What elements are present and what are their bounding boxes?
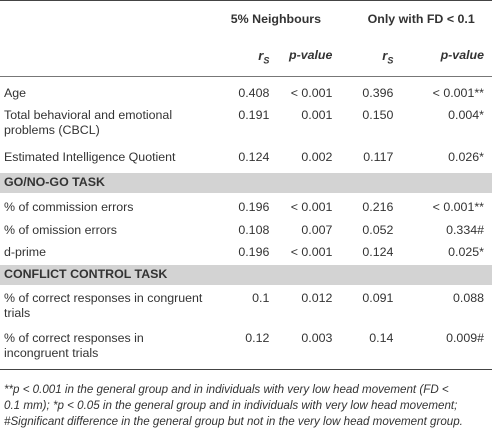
rs-value: 0.052 [362, 222, 394, 237]
p-value: 0.004* [448, 107, 484, 122]
sub-header-row: rS p-value rS p-value [0, 38, 492, 77]
section-header-go-nogo: GO/NO-GO TASK [0, 172, 492, 193]
row-label: Total behavioral and emotional problems … [4, 107, 173, 137]
table-row: Age 0.408 < 0.001 0.396 < 0.001** [0, 77, 492, 105]
p-value: < 0.001** [432, 199, 484, 214]
p-value: 0.088 [452, 290, 484, 305]
p-value: 0.025* [448, 244, 484, 259]
rs-value: 0.196 [238, 244, 270, 259]
section-header-conflict: CONFLICT CONTROL TASK [0, 264, 492, 285]
rs-value: 0.396 [362, 86, 394, 100]
row-label: % of commission errors [4, 199, 134, 214]
rs-header-2: rS [332, 38, 394, 77]
rs-value: 0.1 [252, 290, 270, 305]
rs-value: 0.191 [238, 107, 270, 122]
empty-subheader-cell [0, 38, 210, 77]
p-value: 0.026* [448, 149, 484, 164]
rs-value: 0.216 [362, 199, 394, 214]
p-value: 0.007 [301, 222, 333, 237]
p-value: 0.003 [269, 324, 333, 370]
row-label: % of omission errors [4, 222, 117, 237]
rs-value: 0.124 [362, 244, 394, 259]
footnote-line: 0.1 mm); *p < 0.05 in the general group … [4, 399, 458, 412]
table-footnote: **p < 0.001 in the general group and in … [4, 382, 490, 430]
table-row: % of correct responses in congruent tria… [0, 285, 492, 325]
rs-value: 0.12 [209, 324, 270, 370]
rs-value: 0.108 [238, 222, 270, 237]
row-label: Estimated Intelligence Quotient [4, 149, 176, 164]
p-value: 0.001 [301, 107, 333, 122]
group-header-row: 5% Neighbours Only with FD < 0.1 [0, 0, 492, 39]
p-value: < 0.001** [432, 86, 484, 100]
rs-header-1: rS [209, 38, 270, 77]
rs-value: 0.117 [363, 149, 394, 164]
row-label: % of correct responses in congruent tria… [4, 290, 203, 320]
section-title: CONFLICT CONTROL TASK [0, 264, 492, 285]
pvalue-header-1: p-value [269, 38, 333, 77]
pvalue-header-2: p-value [393, 38, 492, 77]
table-row: Total behavioral and emotional problems … [0, 105, 492, 143]
rs-value: 0.150 [362, 107, 394, 122]
p-value: < 0.001 [290, 244, 333, 259]
rs-value: 0.124 [238, 149, 270, 164]
row-label: d-prime [4, 244, 46, 259]
footnote-line: #Significant difference in the general g… [4, 415, 463, 428]
table-row: % of correct responses in incongruent tr… [0, 324, 492, 370]
table-row: % of commission errors 0.196 < 0.001 0.2… [0, 193, 492, 219]
rs-value: 0.408 [238, 86, 270, 100]
rs-value: 0.196 [238, 199, 270, 214]
table-row: % of omission errors 0.108 0.007 0.052 0… [0, 219, 492, 241]
table-row: Estimated Intelligence Quotient 0.124 0.… [0, 143, 492, 173]
empty-header-cell [0, 0, 210, 39]
p-value: 0.012 [301, 290, 333, 305]
p-value: 0.009# [393, 324, 492, 370]
p-value: < 0.001 [290, 86, 333, 100]
section-title: GO/NO-GO TASK [0, 172, 492, 193]
group-header-5pct: 5% Neighbours [209, 0, 333, 39]
p-value: < 0.001 [290, 199, 333, 214]
row-label: % of correct responses in incongruent tr… [0, 324, 210, 370]
footnote-line: **p < 0.001 in the general group and in … [4, 383, 449, 396]
p-value: 0.002 [301, 149, 333, 164]
rs-value: 0.091 [362, 290, 394, 305]
correlation-table: 5% Neighbours Only with FD < 0.1 rS p-va… [0, 0, 492, 370]
group-header-fd: Only with FD < 0.1 [332, 0, 492, 39]
rs-value: 0.14 [332, 324, 394, 370]
row-label: Age [4, 86, 27, 100]
table-row: d-prime 0.196 < 0.001 0.124 0.025* [0, 241, 492, 265]
p-value: 0.334# [446, 222, 484, 237]
